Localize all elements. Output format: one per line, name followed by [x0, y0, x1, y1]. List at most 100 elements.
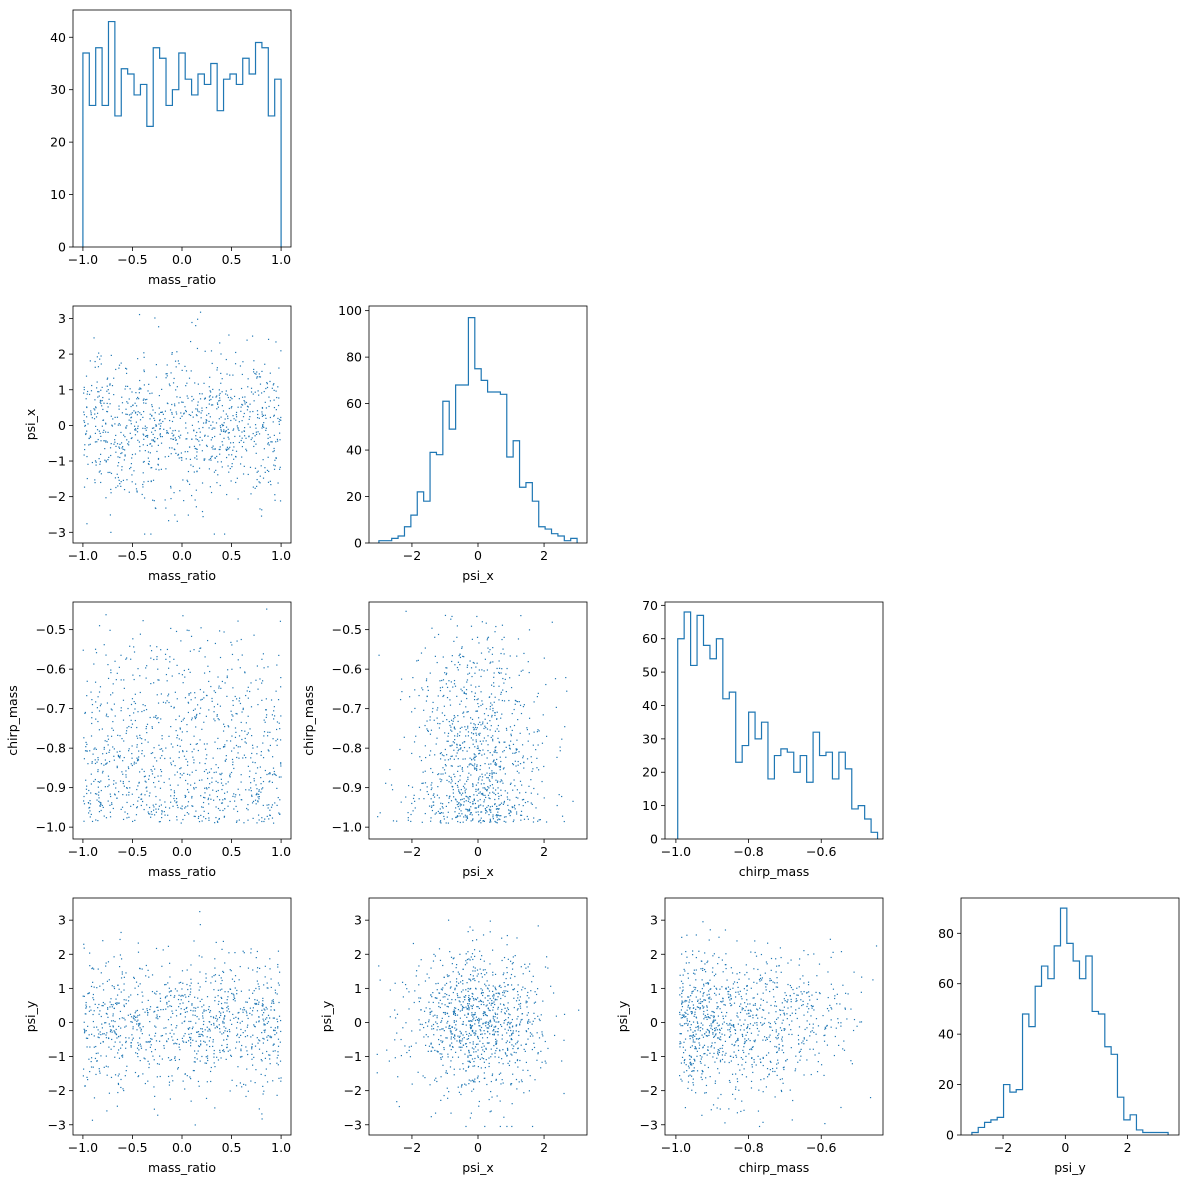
scatter-point	[495, 814, 497, 817]
scatter-point	[443, 1047, 445, 1049]
scatter-point	[474, 1078, 476, 1080]
scatter-point	[245, 722, 247, 724]
scatter-point	[107, 1066, 109, 1068]
scatter-point	[109, 514, 111, 516]
scatter-point	[225, 449, 228, 451]
scatter-point	[252, 992, 254, 994]
scatter-point	[477, 1055, 479, 1057]
scatter-point	[435, 812, 437, 814]
scatter-point	[94, 399, 96, 401]
scatter-point	[228, 1011, 231, 1013]
scatter-point	[109, 811, 111, 813]
scatter-point	[198, 1035, 200, 1038]
scatter-point	[378, 965, 380, 967]
scatter-point	[472, 975, 474, 977]
scatter-point	[414, 807, 416, 809]
scatter-point	[107, 775, 110, 777]
scatter-point	[452, 1056, 454, 1058]
scatter-point	[468, 798, 470, 800]
scatter-point	[510, 733, 512, 735]
scatter-point	[480, 822, 482, 824]
scatter-point	[144, 739, 146, 741]
scatter-point	[408, 785, 410, 787]
scatter-point	[264, 401, 266, 403]
scatter-point	[504, 773, 506, 775]
scatter-point	[134, 1019, 136, 1021]
scatter-point	[405, 796, 407, 798]
scatter-point	[269, 968, 271, 970]
scatter-point	[479, 798, 481, 801]
scatter-point	[487, 988, 489, 990]
scatter-point	[460, 747, 462, 749]
scatter-point	[518, 751, 520, 753]
scatter-point	[95, 718, 97, 720]
scatter-point	[486, 777, 488, 779]
scatter-point	[258, 793, 260, 795]
scatter-point	[174, 988, 177, 990]
scatter-point	[100, 809, 102, 812]
scatter-point	[499, 781, 501, 783]
scatter-point	[245, 1010, 247, 1012]
y-tick-label: 60	[642, 631, 658, 646]
scatter-point	[484, 1012, 486, 1014]
scatter-point	[251, 1014, 253, 1016]
scatter-point	[480, 811, 483, 813]
scatter-point	[269, 780, 271, 782]
scatter-point	[500, 760, 502, 763]
scatter-point	[516, 1024, 518, 1026]
scatter-point	[439, 752, 441, 755]
scatter-point	[482, 1042, 484, 1045]
scatter-point	[175, 730, 177, 732]
scatter-point	[196, 743, 198, 745]
scatter-point	[232, 998, 235, 1001]
scatter-point	[197, 1031, 200, 1033]
scatter-point	[250, 1080, 252, 1082]
scatter-point	[83, 388, 85, 391]
scatter-point	[451, 655, 453, 657]
histogram-bin	[832, 779, 838, 839]
scatter-point	[467, 1006, 470, 1008]
scatter-point	[119, 780, 122, 782]
scatter-point	[478, 669, 480, 671]
scatter-point	[245, 450, 248, 452]
scatter-point	[489, 780, 491, 782]
scatter-point	[148, 775, 150, 777]
scatter-point	[118, 408, 120, 410]
scatter-point	[456, 784, 459, 787]
scatter-point	[238, 398, 240, 400]
scatter-point	[87, 993, 89, 995]
scatter-point	[138, 782, 140, 784]
scatter-point	[106, 980, 109, 982]
scatter-point	[93, 337, 95, 339]
scatter-point	[468, 978, 470, 980]
scatter-point	[514, 954, 516, 957]
scatter-point	[221, 1033, 223, 1035]
scatter-point	[186, 761, 189, 763]
scatter-point	[474, 1013, 476, 1016]
scatter-point	[499, 756, 501, 758]
scatter-point	[465, 735, 467, 737]
scatter-point	[116, 672, 118, 674]
scatter-point	[83, 420, 85, 422]
scatter-point	[466, 681, 468, 683]
scatter-point	[465, 816, 467, 818]
scatter-point	[264, 769, 266, 772]
scatter-point	[251, 1046, 253, 1048]
scatter-point	[494, 973, 497, 975]
scatter-point	[98, 729, 100, 731]
scatter-point	[260, 1073, 262, 1076]
scatter-point	[494, 1013, 497, 1015]
scatter-point	[476, 768, 478, 770]
scatter-point	[202, 1035, 204, 1037]
scatter-point	[82, 800, 85, 802]
scatter-point	[470, 667, 473, 669]
scatter-point	[147, 463, 150, 465]
scatter-point	[232, 429, 234, 431]
scatter-point	[519, 1024, 521, 1026]
scatter-point	[433, 719, 435, 721]
y-tick-label: −0.5	[36, 622, 66, 637]
scatter-point	[109, 749, 111, 751]
scatter-point	[411, 786, 414, 788]
scatter-point	[463, 996, 465, 998]
scatter-point	[133, 1018, 135, 1020]
